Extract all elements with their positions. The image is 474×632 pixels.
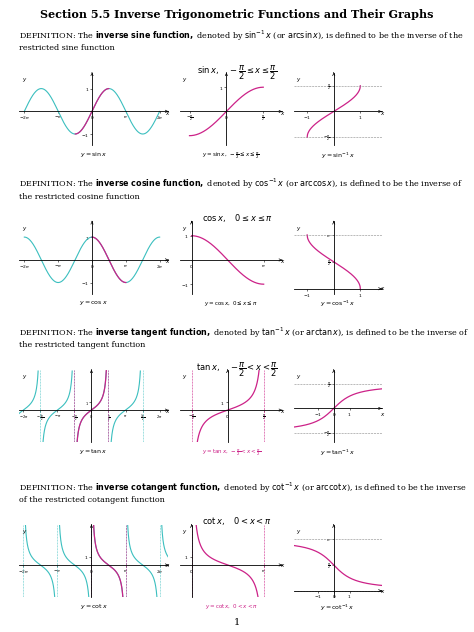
Text: $y$: $y$ [296,528,301,536]
Text: Section 5.5 Inverse Trigonometric Functions and Their Graphs: Section 5.5 Inverse Trigonometric Functi… [40,9,434,20]
Text: $y$: $y$ [296,374,301,381]
Text: $y = \cot x$: $y = \cot x$ [80,602,108,611]
Text: $y = \sin^{-1}x$: $y = \sin^{-1}x$ [321,150,355,161]
Text: $x$: $x$ [380,284,385,291]
Text: $\tan x, \quad -\dfrac{\pi}{2} < x < \dfrac{\pi}{2}$: $\tan x, \quad -\dfrac{\pi}{2} < x < \df… [196,360,278,379]
Text: $y$: $y$ [296,76,301,84]
Text: DEFINITION: The $\bf{inverse\ tangent\ function,}$ denoted by $\tan^{-1}x$ (or $: DEFINITION: The $\bf{inverse\ tangent\ f… [19,325,469,349]
Text: $x$: $x$ [280,110,285,117]
Text: $x$: $x$ [165,258,171,265]
Text: $y$: $y$ [182,76,188,84]
Text: $y$: $y$ [22,225,27,233]
Text: $x$: $x$ [165,110,171,117]
Text: $y = \cos^{-1}x$: $y = \cos^{-1}x$ [320,299,356,309]
Text: $y = \sin x,\ -\frac{\pi}{2} \leq x \leq \frac{\pi}{2}$: $y = \sin x,\ -\frac{\pi}{2} \leq x \leq… [202,150,260,161]
Text: $y$: $y$ [22,374,27,381]
Text: $x$: $x$ [165,408,171,415]
Text: $\sin x, \quad -\dfrac{\pi}{2} \leq x \leq \dfrac{\pi}{2}$: $\sin x, \quad -\dfrac{\pi}{2} \leq x \l… [197,63,277,82]
Text: $y = \sin x$: $y = \sin x$ [80,150,107,159]
Text: DEFINITION: The $\bf{inverse\ cotangent\ function,}$ denoted by $\cot^{-1}x$ (or: DEFINITION: The $\bf{inverse\ cotangent\… [19,480,467,504]
Text: $x$: $x$ [380,588,385,595]
Text: $x$: $x$ [165,562,171,569]
Text: $x$: $x$ [380,110,385,117]
Text: $y = \cos x,\ 0 \leq x \leq \pi$: $y = \cos x,\ 0 \leq x \leq \pi$ [204,299,258,308]
Text: 1: 1 [234,618,240,627]
Text: $y = \cos x$: $y = \cos x$ [79,299,108,307]
Text: $y$: $y$ [182,225,188,233]
Text: $y = \tan x,\ -\frac{\pi}{2} < x < \frac{\pi}{2}$: $y = \tan x,\ -\frac{\pi}{2} < x < \frac… [201,447,261,458]
Text: $x$: $x$ [280,258,285,265]
Text: $y = \cot x,\ 0 < x < \pi$: $y = \cot x,\ 0 < x < \pi$ [204,602,258,611]
Text: $y = \tan^{-1}x$: $y = \tan^{-1}x$ [320,447,356,458]
Text: $x$: $x$ [280,562,285,569]
Text: DEFINITION: The $\bf{inverse\ cosine\ function,}$ denoted by $\cos^{-1}x$ (or $\: DEFINITION: The $\bf{inverse\ cosine\ fu… [19,177,463,200]
Text: $x$: $x$ [380,411,385,418]
Text: $y$: $y$ [22,528,27,536]
Text: $y = \tan x$: $y = \tan x$ [79,447,108,456]
Text: $y$: $y$ [182,374,188,381]
Text: $y$: $y$ [182,528,188,536]
Text: $y$: $y$ [22,76,27,84]
Text: $x$: $x$ [280,408,285,415]
Text: $\cos x, \quad 0 \leq x \leq \pi$: $\cos x, \quad 0 \leq x \leq \pi$ [201,212,273,224]
Text: DEFINITION: The $\bf{inverse\ sine\ function,}$ denoted by $\sin^{-1}x$ (or $\ar: DEFINITION: The $\bf{inverse\ sine\ func… [19,28,464,52]
Text: $\cot x, \quad 0 < x < \pi$: $\cot x, \quad 0 < x < \pi$ [202,515,272,527]
Text: $y = \cot^{-1}x$: $y = \cot^{-1}x$ [320,602,355,612]
Text: $y$: $y$ [296,225,301,233]
